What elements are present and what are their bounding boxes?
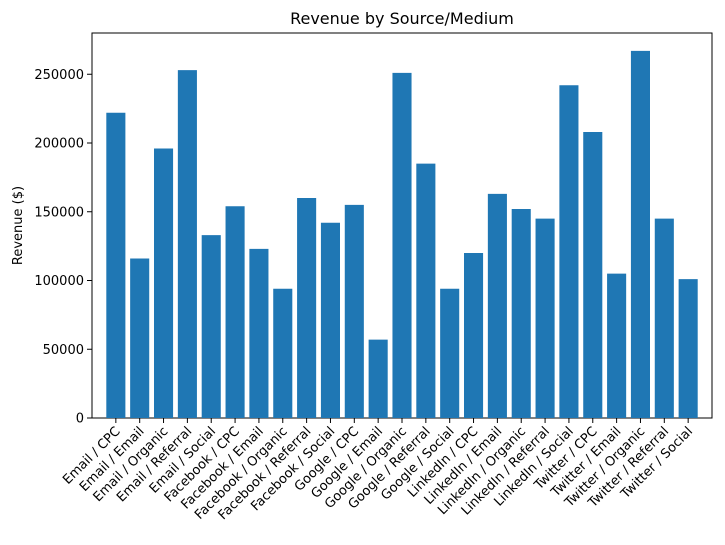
bar (320, 222, 340, 418)
bar (535, 218, 555, 418)
bars (106, 50, 698, 419)
y-axis-label: Revenue ($) (11, 186, 26, 265)
bar (487, 193, 507, 418)
bar (130, 258, 150, 418)
y-tick-label: 0 (76, 412, 84, 427)
bar (464, 253, 484, 418)
bar (273, 288, 293, 418)
bar (511, 209, 531, 418)
bar (607, 273, 627, 419)
bar (154, 148, 174, 418)
y-tick-label: 150000 (34, 205, 84, 220)
y-tick-label: 100000 (34, 274, 84, 289)
bar (654, 218, 674, 418)
chart-title: Revenue by Source/Medium (290, 9, 514, 28)
bar (630, 50, 650, 419)
bar (368, 339, 388, 419)
bar (392, 72, 412, 419)
bar (344, 204, 364, 419)
y-tick-label: 50000 (43, 343, 84, 358)
y-ticks: 0 50000 100000 150000 200000 250000 (34, 68, 92, 427)
bar (177, 70, 197, 419)
bar (225, 206, 245, 418)
bar (106, 112, 126, 418)
bar (678, 279, 698, 419)
y-tick-label: 200000 (34, 137, 84, 152)
bar (249, 248, 269, 419)
bar (440, 288, 460, 418)
bar (297, 198, 317, 418)
bar (201, 235, 221, 419)
bar (583, 132, 603, 418)
y-tick-label: 250000 (34, 68, 84, 83)
bar (559, 85, 579, 418)
bar (416, 163, 436, 419)
